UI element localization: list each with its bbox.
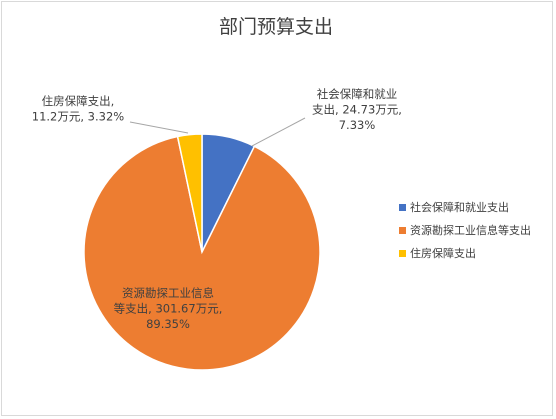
legend-swatch-2 <box>399 227 406 234</box>
leader-line-3 <box>129 121 189 134</box>
legend-label-3: 住房保障支出 <box>410 246 476 260</box>
pie-slice-3 <box>176 133 203 253</box>
legend-label-2: 资源勘探工业信息等支出 <box>410 223 531 237</box>
leader-line-1 <box>251 117 306 147</box>
chart-title: 部门预算支出 <box>219 16 333 38</box>
data-label-2: 资源勘探工业信息等支出, 301.67万元, 89.35% <box>114 286 223 331</box>
legend-swatch-3 <box>399 250 406 257</box>
legend-label-1: 社会保障和就业支出 <box>410 200 509 214</box>
data-label-1: 社会保障和就业支出, 24.73万元, 7.33% <box>312 87 402 132</box>
legend-swatch-1 <box>399 204 406 211</box>
data-label-3: 住房保障支出, 11.2万元, 3.32% <box>32 94 125 124</box>
pie-slice-2 <box>83 135 321 371</box>
